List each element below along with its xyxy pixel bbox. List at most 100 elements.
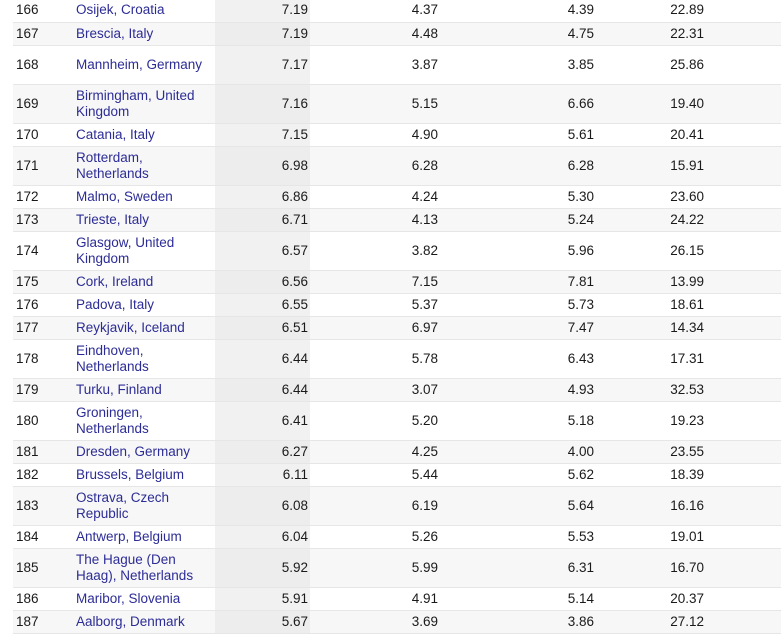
value-cell-3: 14.34 [670, 319, 704, 335]
rank-cell: 180 [16, 412, 39, 428]
rank-cell: 173 [16, 211, 39, 227]
value-cell-3: 22.31 [670, 25, 704, 41]
city-link[interactable]: Malmo, Sweden [76, 188, 173, 204]
index-cell: 6.51 [215, 316, 310, 339]
city-link[interactable]: Birmingham, United Kingdom [76, 87, 195, 119]
city-link[interactable]: Brussels, Belgium [76, 466, 185, 482]
value-cell-2: 6.66 [567, 95, 594, 111]
value-cell-3: 18.61 [670, 296, 704, 312]
value-cell-3: 32.53 [670, 381, 704, 397]
value-cell-2: 5.73 [567, 296, 594, 312]
index-cell: 6.44 [215, 378, 310, 401]
value-cell-1: 5.99 [411, 559, 438, 575]
city-link[interactable]: Aalborg, Denmark [76, 613, 185, 629]
value-cell-2: 5.24 [567, 211, 594, 227]
table-row: 181 Dresden, Germany 6.27 4.25 4.00 23.55 [13, 440, 781, 463]
city-link[interactable]: Turku, Finland [76, 381, 162, 397]
value-cell-1: 4.90 [411, 126, 438, 142]
city-cell: Osijek, Croatia [76, 0, 215, 22]
value-cell-3: 25.86 [670, 56, 704, 72]
value-cell-1: 3.07 [411, 381, 438, 397]
city-link[interactable]: Maribor, Slovenia [76, 590, 181, 606]
city-link[interactable]: Rotterdam, Netherlands [76, 149, 149, 181]
city-cell: Brussels, Belgium [76, 463, 215, 486]
city-link[interactable]: Reykjavik, Iceland [76, 319, 185, 335]
value-cell-1: 4.13 [411, 211, 438, 227]
value-cell-3: 15.91 [670, 157, 704, 173]
value-cell-1: 5.15 [411, 95, 438, 111]
rank-cell: 175 [16, 273, 39, 289]
table-row: 186 Maribor, Slovenia 5.91 4.91 5.14 20.37 [13, 587, 781, 610]
value-cell-3: 13.99 [670, 273, 704, 289]
index-cell: 6.11 [215, 463, 310, 486]
city-cell: Birmingham, United Kingdom [76, 84, 215, 123]
value-cell-1: 3.82 [411, 242, 438, 258]
table-row: 169 Birmingham, United Kingdom 7.16 5.15 6.6… [13, 84, 781, 123]
rank-cell: 167 [16, 25, 39, 41]
index-cell: 6.41 [215, 401, 310, 440]
table-row: 182 Brussels, Belgium 6.11 5.44 5.62 18.39 [13, 463, 781, 486]
index-cell: 5.67 [215, 610, 310, 633]
city-cell: Dresden, Germany [76, 440, 215, 463]
table-row: 178 Eindhoven, Netherlands 6.44 5.78 6.43 17.… [13, 339, 781, 378]
rank-cell: 186 [16, 590, 39, 606]
value-cell-1: 5.37 [411, 296, 438, 312]
city-link[interactable]: The Hague (Den Haag), Netherlands [76, 551, 194, 583]
value-cell-2: 5.30 [567, 188, 594, 204]
city-cell: Aalborg, Denmark [76, 610, 215, 633]
city-link[interactable]: Groningen, Netherlands [76, 404, 149, 436]
value-cell-1: 4.48 [411, 25, 438, 41]
city-cell: Mannheim, Germany [76, 45, 215, 84]
rank-cell: 179 [16, 381, 39, 397]
index-cell: 5.91 [215, 587, 310, 610]
city-link[interactable]: Catania, Italy [76, 126, 155, 142]
value-cell-2: 5.96 [567, 242, 594, 258]
table-row: 176 Padova, Italy 6.55 5.37 5.73 18.61 [13, 293, 781, 316]
table-row: 167 Brescia, Italy 7.19 4.48 4.75 22.31 [13, 22, 781, 45]
index-cell: 6.55 [215, 293, 310, 316]
value-cell-2: 5.62 [567, 466, 594, 482]
rank-cell: 172 [16, 188, 39, 204]
table-row: 180 Groningen, Netherlands 6.41 5.20 5.18 19.… [13, 401, 781, 440]
city-link[interactable]: Brescia, Italy [76, 25, 154, 41]
table-row: 185 The Hague (Den Haag), Netherlands 5.92… [13, 548, 781, 587]
value-cell-1: 4.25 [411, 443, 438, 459]
city-link[interactable]: Cork, Ireland [76, 273, 154, 289]
city-link[interactable]: Ostrava, Czech Republic [76, 489, 170, 521]
rank-cell: 181 [16, 443, 39, 459]
city-cell: Reykjavik, Iceland [76, 316, 215, 339]
city-link[interactable]: Trieste, Italy [76, 211, 150, 227]
city-link[interactable]: Eindhoven, Netherlands [76, 342, 149, 374]
index-cell: 7.17 [215, 45, 310, 84]
value-cell-2: 5.64 [567, 497, 594, 513]
value-cell-3: 23.55 [670, 443, 704, 459]
index-cell: 7.15 [215, 123, 310, 146]
city-link[interactable]: Dresden, Germany [76, 443, 191, 459]
city-cell: Turku, Finland [76, 378, 215, 401]
value-cell-3: 17.31 [670, 350, 704, 366]
city-cell: Trieste, Italy [76, 208, 215, 231]
value-cell-3: 24.22 [670, 211, 704, 227]
city-link[interactable]: Glasgow, United Kingdom [76, 234, 175, 266]
ranking-table-container: 166 Osijek, Croatia 7.19 4.37 4.39 22.89 167 Br… [13, 0, 781, 634]
value-cell-2: 6.43 [567, 350, 594, 366]
city-cell: The Hague (Den Haag), Netherlands [76, 548, 215, 587]
index-cell: 6.86 [215, 185, 310, 208]
city-link[interactable]: Osijek, Croatia [76, 2, 165, 18]
value-cell-2: 3.85 [567, 56, 594, 72]
city-link[interactable]: Mannheim, Germany [76, 56, 203, 72]
city-cell: Malmo, Sweden [76, 185, 215, 208]
value-cell-1: 6.97 [411, 319, 438, 335]
table-row: 173 Trieste, Italy 6.71 4.13 5.24 24.22 [13, 208, 781, 231]
index-cell: 6.44 [215, 339, 310, 378]
rank-cell: 169 [16, 95, 39, 111]
value-cell-3: 19.40 [670, 95, 704, 111]
city-link[interactable]: Padova, Italy [76, 296, 155, 312]
city-link[interactable]: Antwerp, Belgium [76, 528, 182, 544]
table-row: 171 Rotterdam, Netherlands 6.98 6.28 6.28 15.… [13, 146, 781, 185]
value-cell-1: 4.37 [411, 2, 438, 18]
table-row: 179 Turku, Finland 6.44 3.07 4.93 32.53 [13, 378, 781, 401]
index-cell: 7.16 [215, 84, 310, 123]
value-cell-2: 6.31 [567, 559, 594, 575]
value-cell-3: 27.12 [670, 613, 704, 629]
